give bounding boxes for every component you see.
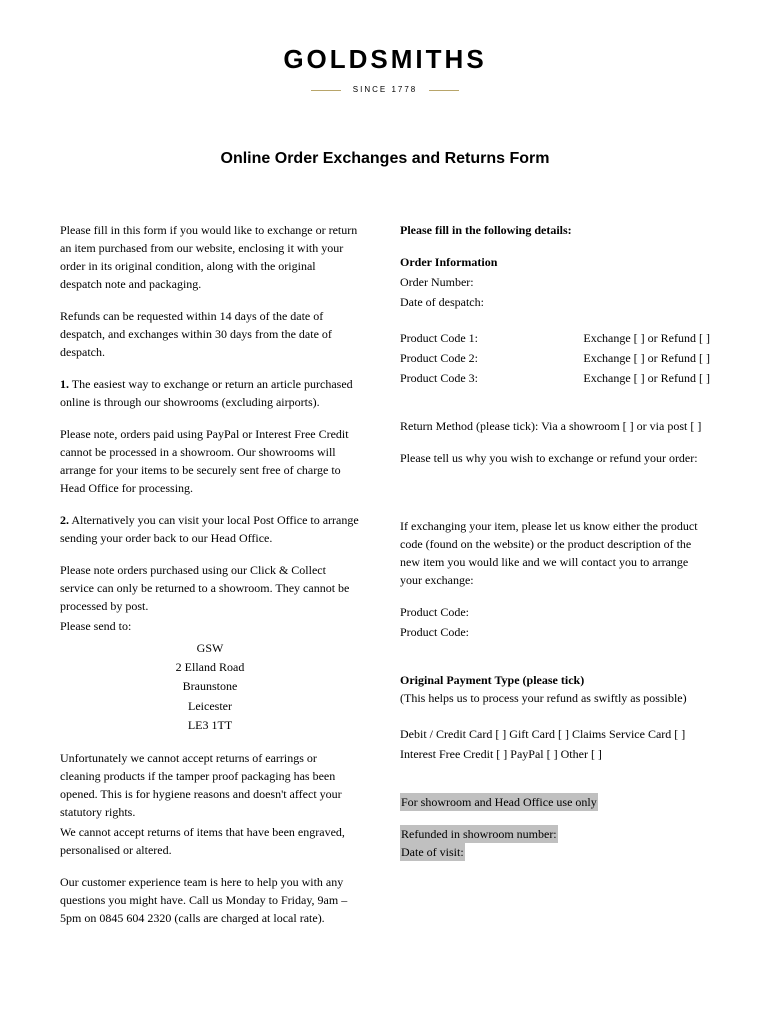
product-row-1: Product Code 1: Exchange [ ] or Refund [… [400, 329, 710, 347]
click-collect-note: Please note orders purchased using our C… [60, 561, 360, 615]
date-despatch-field: Date of despatch: [400, 293, 710, 311]
right-column: Please fill in the following details: Or… [400, 221, 710, 941]
step-1-text: The easiest way to exchange or return an… [60, 377, 353, 409]
step-2: 2. Alternatively you can visit your loca… [60, 511, 360, 547]
address-line-2: 2 Elland Road [60, 658, 360, 677]
address-line-5: LE3 1TT [60, 716, 360, 735]
left-column: Please fill in this form if you would li… [60, 221, 360, 941]
product-code-3-label: Product Code 3: [400, 369, 478, 387]
reason-prompt: Please tell us why you wish to exchange … [400, 449, 710, 467]
payment-options: Debit / Credit Card [ ] Gift Card [ ] Cl… [400, 725, 710, 763]
exchange-instructions: If exchanging your item, please let us k… [400, 517, 710, 589]
engraved-note: We cannot accept returns of items that h… [60, 823, 360, 859]
exchange-product-code-a: Product Code: [400, 603, 710, 621]
office-use-section: For showroom and Head Office use only Re… [400, 793, 710, 861]
send-to-label: Please send to: [60, 617, 360, 635]
office-use-heading: For showroom and Head Office use only [400, 793, 598, 811]
step-2-text: Alternatively you can visit your local P… [60, 513, 359, 545]
brand-header: GOLDSMITHS SINCE 1778 [60, 40, 710, 97]
payment-row-1: Debit / Credit Card [ ] Gift Card [ ] Cl… [400, 725, 710, 743]
brand-since: SINCE 1778 [343, 84, 427, 96]
return-method-field: Return Method (please tick): Via a showr… [400, 417, 710, 435]
product-row-2: Product Code 2: Exchange [ ] or Refund [… [400, 349, 710, 367]
return-address: GSW 2 Elland Road Braunstone Leicester L… [60, 639, 360, 735]
refunds-text: Refunds can be requested within 14 days … [60, 307, 360, 361]
step-1: 1. The easiest way to exchange or return… [60, 375, 360, 411]
intro-text: Please fill in this form if you would li… [60, 221, 360, 293]
contact-info: Our customer experience team is here to … [60, 873, 360, 927]
product-2-options: Exchange [ ] or Refund [ ] [583, 349, 710, 367]
order-info-heading: Order Information [400, 253, 710, 271]
product-row-3: Product Code 3: Exchange [ ] or Refund [… [400, 369, 710, 387]
product-1-options: Exchange [ ] or Refund [ ] [583, 329, 710, 347]
earrings-note: Unfortunately we cannot accept returns o… [60, 749, 360, 821]
product-3-options: Exchange [ ] or Refund [ ] [583, 369, 710, 387]
step-1-number: 1. [60, 377, 69, 391]
product-code-1-label: Product Code 1: [400, 329, 478, 347]
address-line-4: Leicester [60, 697, 360, 716]
payment-subtitle: (This helps us to process your refund as… [400, 689, 710, 707]
paypal-note: Please note, orders paid using PayPal or… [60, 425, 360, 497]
payment-section: Original Payment Type (please tick) (Thi… [400, 671, 710, 707]
step-2-number: 2. [60, 513, 69, 527]
details-heading: Please fill in the following details: [400, 221, 710, 239]
order-number-field: Order Number: [400, 273, 710, 291]
date-visit-field: Date of visit: [400, 843, 465, 861]
exchange-product-code-b: Product Code: [400, 623, 710, 641]
payment-heading: Original Payment Type (please tick) [400, 671, 710, 689]
refunded-showroom-field: Refunded in showroom number: [400, 825, 558, 843]
product-codes-section: Product Code 1: Exchange [ ] or Refund [… [400, 329, 710, 387]
address-line-1: GSW [60, 639, 360, 658]
address-line-3: Braunstone [60, 677, 360, 696]
form-title: Online Order Exchanges and Returns Form [60, 147, 710, 171]
product-code-2-label: Product Code 2: [400, 349, 478, 367]
content-columns: Please fill in this form if you would li… [60, 221, 710, 941]
payment-row-2: Interest Free Credit [ ] PayPal [ ] Othe… [400, 745, 710, 763]
brand-name: GOLDSMITHS [60, 40, 710, 79]
